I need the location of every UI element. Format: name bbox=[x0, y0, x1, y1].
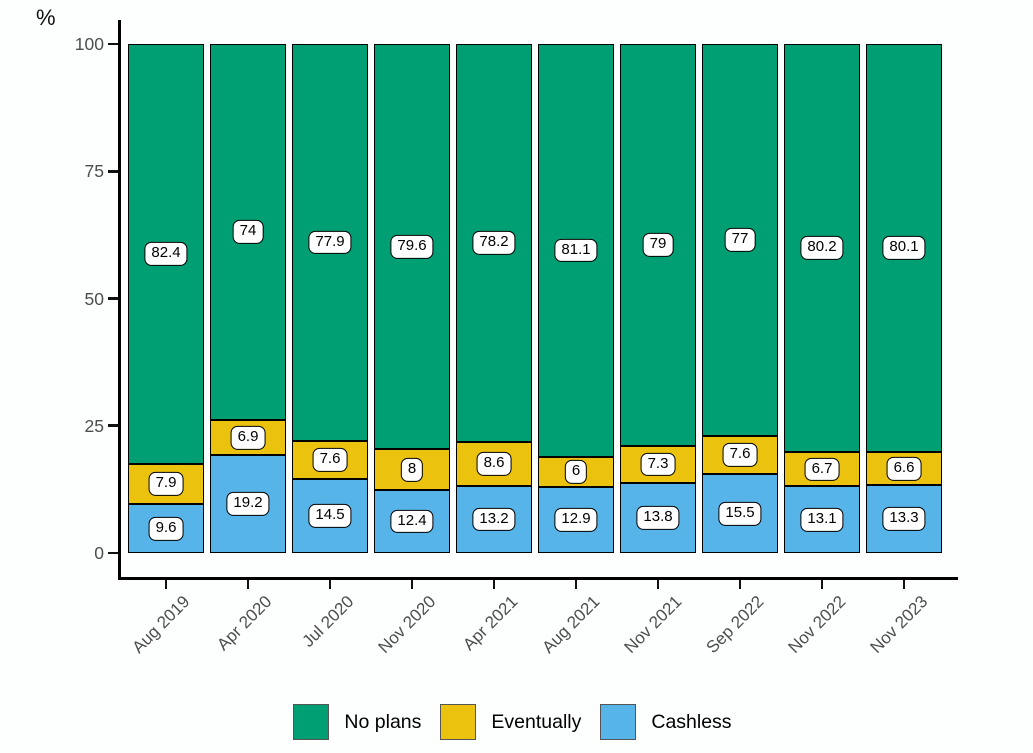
y-tick bbox=[108, 551, 118, 555]
bar-value-label: 19.2 bbox=[226, 492, 270, 517]
bar-column-aug-2019: 9.6 7.9 82.4 bbox=[128, 44, 204, 553]
y-tick-label: 100 bbox=[74, 34, 104, 54]
x-axis-line bbox=[118, 577, 958, 581]
bar-value-label: 13.2 bbox=[472, 507, 516, 532]
y-tick bbox=[108, 297, 118, 300]
x-tick bbox=[902, 580, 906, 589]
y-tick bbox=[108, 169, 118, 173]
bar-value-label: 6 bbox=[564, 460, 588, 484]
bar-value-label: 78.2 bbox=[472, 231, 516, 255]
bar-value-label: 7.3 bbox=[640, 452, 676, 477]
y-tick-label: 50 bbox=[84, 288, 104, 309]
bar-value-label: 81.1 bbox=[554, 238, 598, 263]
y-tick-label: 75 bbox=[84, 161, 104, 182]
legend-label-cashless: Cashless bbox=[651, 710, 732, 733]
bar-value-label: 8.6 bbox=[476, 452, 512, 476]
x-tick bbox=[820, 580, 824, 589]
bar-value-label: 74 bbox=[232, 220, 264, 245]
bar-column-nov-2021: 13.8 7.3 79 bbox=[620, 44, 696, 553]
y-tick-label: 25 bbox=[84, 415, 104, 436]
bar-column-nov-2022: 13.1 6.7 80.2 bbox=[784, 44, 860, 553]
y-axis-line bbox=[118, 20, 122, 580]
bar-column-aug-2021: 12.9 6 81.1 bbox=[538, 44, 614, 553]
bar-value-label: 15.5 bbox=[718, 501, 762, 526]
bar-column-sep-2022: 15.5 7.6 77 bbox=[702, 44, 778, 553]
legend: No plans Eventually Cashless bbox=[0, 704, 1033, 740]
bar-value-label: 82.4 bbox=[144, 242, 188, 266]
bar-value-label: 14.5 bbox=[308, 504, 352, 528]
bar-segment-no-plans bbox=[128, 44, 204, 464]
x-tick bbox=[574, 580, 578, 589]
legend-item-eventually: Eventually bbox=[440, 704, 589, 740]
bar-value-label: 7.6 bbox=[312, 447, 348, 472]
bar-value-label: 12.4 bbox=[390, 509, 434, 534]
plot-area: 9.6 7.9 82.4 19.2 6.9 74 14.5 7.6 77.9 12.4 8 79.6 1… bbox=[128, 44, 943, 553]
bar-column-apr-2020: 19.2 6.9 74 bbox=[210, 44, 286, 553]
bar-value-label: 7.9 bbox=[148, 472, 184, 496]
y-axis-title: % bbox=[36, 5, 56, 30]
bar-column-nov-2023: 13.3 6.6 80.1 bbox=[866, 44, 942, 553]
bar-value-label: 13.8 bbox=[636, 506, 680, 530]
legend-key-eventually bbox=[440, 704, 477, 740]
bar-value-label: 6.9 bbox=[230, 425, 266, 450]
legend-item-cashless: Cashless bbox=[600, 704, 739, 740]
x-tick bbox=[656, 580, 660, 589]
x-tick bbox=[738, 580, 742, 589]
bar-column-jul-2020: 14.5 7.6 77.9 bbox=[292, 44, 368, 553]
bar-value-label: 13.1 bbox=[800, 507, 844, 532]
bar-value-label: 79.6 bbox=[390, 234, 434, 259]
legend-key-cashless bbox=[600, 704, 637, 740]
bar-column-apr-2021: 13.2 8.6 78.2 bbox=[456, 44, 532, 553]
bar-segment-no-plans bbox=[456, 44, 532, 443]
legend-item-no-plans: No plans bbox=[293, 704, 429, 740]
x-tick bbox=[246, 580, 250, 589]
x-tick bbox=[492, 580, 496, 589]
bar-column-nov-2020: 12.4 8 79.6 bbox=[374, 44, 450, 553]
bar-value-label: 8 bbox=[400, 457, 424, 482]
bar-value-label: 12.9 bbox=[554, 508, 598, 533]
bar-value-label: 7.6 bbox=[722, 443, 758, 467]
legend-label-eventually: Eventually bbox=[491, 710, 582, 733]
y-tick bbox=[108, 424, 118, 428]
bar-value-label: 9.6 bbox=[148, 516, 184, 541]
y-tick-label: 0 bbox=[94, 543, 104, 563]
bar-value-label: 80.1 bbox=[882, 235, 926, 260]
legend-key-no-plans bbox=[293, 704, 330, 740]
bar-value-label: 6.6 bbox=[886, 456, 922, 481]
x-tick bbox=[328, 580, 332, 589]
x-tick bbox=[164, 580, 168, 589]
bar-value-label: 79 bbox=[642, 232, 674, 257]
y-tick bbox=[108, 42, 118, 46]
legend-label-no-plans: No plans bbox=[344, 710, 422, 733]
bar-value-label: 13.3 bbox=[882, 507, 926, 532]
bar-value-label: 77.9 bbox=[308, 230, 352, 255]
x-tick bbox=[410, 580, 414, 589]
bar-value-label: 6.7 bbox=[804, 457, 840, 482]
bar-value-label: 77 bbox=[724, 227, 756, 252]
bar-value-label: 80.2 bbox=[800, 236, 844, 260]
